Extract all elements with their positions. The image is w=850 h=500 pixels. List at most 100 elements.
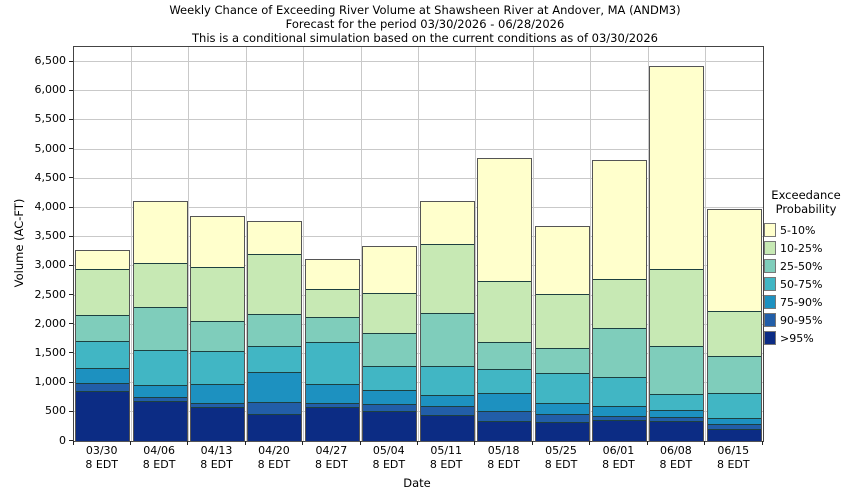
bar-segment-7590 [650, 410, 704, 418]
x-tick-time: 8 EDT [257, 458, 291, 471]
x-tick-label: 05/18 8 EDT [474, 444, 534, 472]
x-tick-label: 04/06 8 EDT [129, 444, 189, 472]
legend-item: 10-25% [762, 239, 850, 257]
bar-segment-95 [76, 390, 130, 441]
x-tick-date: 03/30 [85, 444, 118, 457]
x-tick-date: 05/04 [372, 444, 405, 457]
y-tick-label: 2,500 [34, 287, 67, 301]
bar-segment-9095 [248, 401, 302, 414]
bar-segment-7590 [76, 368, 130, 384]
bar-segment-1025 [76, 268, 130, 315]
x-tick-mark [72, 441, 74, 445]
bar-segment-9095 [593, 415, 646, 420]
bar-segment-9095 [707, 424, 761, 430]
bar-segment-2550 [76, 314, 130, 342]
x-tick-time: 8 EDT [315, 458, 348, 471]
y-tick-label: 5,500 [34, 112, 67, 126]
stacked-bar [132, 201, 188, 442]
x-tick-mark [531, 441, 533, 445]
legend-item-label: >95% [780, 331, 814, 345]
x-tick-time: 8 EDT [372, 458, 406, 471]
bar-segment-2550 [535, 348, 589, 373]
x-tick-time: 8 EDT [487, 458, 520, 471]
y-tick-mark [69, 381, 73, 383]
chart-title-line1: Weekly Chance of Exceeding River Volume … [169, 3, 681, 17]
bar-segment-95 [707, 429, 761, 441]
x-tick-date: 04/20 [258, 444, 290, 457]
bar-segment-2550 [305, 317, 359, 343]
bar-segment-7590 [133, 384, 187, 398]
y-tick-label: 4,500 [34, 170, 67, 184]
legend-swatch [764, 277, 776, 291]
bar-segment-9095 [191, 403, 245, 408]
bar-segment-5075 [707, 393, 761, 419]
legend-item: 90-95% [762, 311, 850, 329]
bar-segment-5075 [76, 341, 130, 369]
y-tick-mark [69, 177, 73, 179]
x-tick-date: 04/06 [143, 444, 175, 457]
bar-segment-9095 [133, 397, 187, 402]
stacked-bar [649, 65, 705, 443]
legend-swatch [764, 241, 776, 255]
bar-segment-1025 [191, 267, 245, 322]
bar-segment-7590 [707, 418, 761, 425]
bar-segment-95 [535, 421, 589, 441]
x-tick-time: 8 EDT [85, 458, 119, 471]
bar-slot [131, 47, 188, 442]
legend-item-label: 25-50% [780, 259, 823, 273]
bar-segment-510 [363, 247, 417, 294]
bar-segment-9095 [305, 403, 359, 407]
y-tick-label: 500 [45, 404, 66, 418]
legend-title: Exceedance Probability [762, 188, 850, 216]
y-tick-mark [69, 294, 73, 296]
plot-area [73, 46, 764, 443]
bar-segment-7590 [305, 384, 359, 404]
bar-segment-5075 [593, 377, 646, 406]
bar-segment-95 [420, 415, 474, 441]
x-tick-mark [129, 441, 131, 445]
x-axis-title: Date [403, 476, 431, 490]
x-gridline [590, 47, 592, 441]
bar-slot [706, 47, 763, 443]
bar-segment-7590 [478, 393, 532, 412]
bar-segment-2550 [478, 342, 532, 370]
x-tick-mark [474, 441, 476, 445]
chart-title-line3: This is a conditional simulation based o… [192, 31, 658, 45]
bar-segment-9095 [535, 414, 589, 422]
legend-item: 5-10% [762, 221, 850, 239]
bar-segment-2550 [248, 314, 302, 347]
y-tick-label: 3,500 [34, 229, 67, 243]
x-tick-time: 8 EDT [602, 458, 635, 471]
y-tick-label: 1,500 [34, 345, 67, 359]
bar-segment-2550 [650, 345, 704, 395]
bar-segment-7590 [191, 383, 245, 404]
legend-swatch [764, 295, 776, 309]
bar-segment-5075 [248, 346, 302, 372]
legend-item-label: 50-75% [780, 277, 823, 291]
x-gridline [130, 47, 132, 441]
bar-segment-510 [248, 221, 302, 254]
bar-slot [361, 47, 418, 442]
legend-title-line2: Probability [775, 202, 837, 216]
chart-title-block: Weekly Chance of Exceeding River Volume … [0, 3, 850, 45]
bar-segment-2550 [593, 328, 646, 378]
bar-segment-2550 [133, 307, 187, 350]
bar-segment-2550 [363, 333, 417, 367]
bar-segment-510 [650, 66, 704, 269]
x-tick-date: 06/15 [717, 444, 750, 457]
x-gridline [360, 47, 362, 441]
x-gridline [647, 47, 649, 441]
stacked-bar [362, 246, 418, 442]
x-tick-mark [302, 441, 304, 445]
bar-segment-7590 [420, 394, 474, 406]
legend-item-label: 5-10% [780, 223, 816, 237]
y-tick-mark [69, 235, 73, 237]
stacked-bar [247, 220, 303, 443]
bar-segment-1025 [535, 293, 589, 349]
x-tick-mark [646, 441, 648, 445]
x-tick-date: 04/13 [200, 444, 233, 457]
legend-swatch [764, 223, 776, 237]
x-tick-mark [187, 441, 189, 445]
bar-segment-5075 [650, 394, 704, 411]
bar-segment-510 [76, 250, 130, 269]
